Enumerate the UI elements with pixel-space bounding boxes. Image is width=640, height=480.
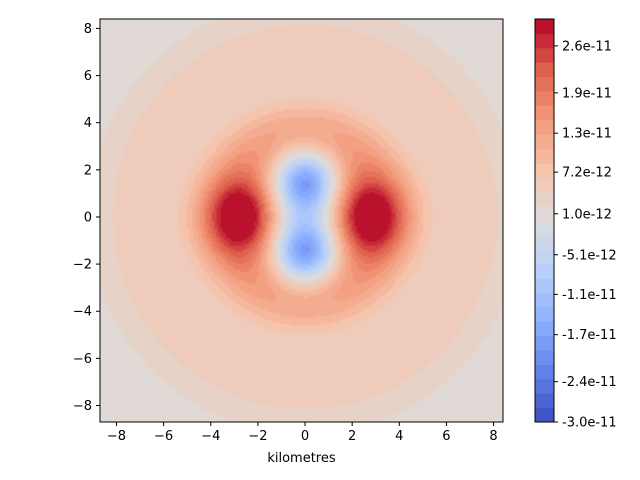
colorbar-band: [535, 263, 554, 279]
y-tick-label: 6: [84, 69, 92, 84]
y-tick-label: 8: [84, 22, 92, 37]
y-tick-label: 2: [84, 163, 92, 178]
x-axis-label: kilometres: [267, 451, 336, 466]
colorbar-ticks: -3.0e-11 -2.4e-11 -1.7e-11 -1.1e-11 -5.1e-12…: [554, 39, 617, 431]
x-tick-label: 8: [489, 429, 497, 444]
colorbar-band: [535, 220, 554, 236]
contour-plot-area: [99, 18, 504, 423]
colorbar-band: [535, 350, 554, 365]
colorbar-band: [535, 191, 554, 207]
x-tick-label: −8: [107, 429, 126, 444]
x-tick-label: 6: [442, 429, 450, 444]
y-tick-label: −6: [73, 352, 92, 367]
y-tick-label: 4: [84, 116, 92, 131]
colorbar-band: [535, 393, 554, 409]
colorbar-band: [535, 378, 554, 394]
colorbar-band: [535, 134, 554, 150]
colorbar-band: [535, 90, 554, 106]
colorbar-band: [535, 206, 554, 221]
colorbar-band: [535, 62, 554, 78]
colorbar-band: [535, 119, 554, 135]
colorbar-tick-label: 1.3e-11: [562, 127, 612, 142]
colorbar-band: [535, 76, 554, 92]
colorbar-band: [535, 278, 554, 293]
colorbar-band: [535, 407, 554, 423]
colorbar-tick-label: -1.1e-11: [562, 288, 617, 303]
x-tick-label: −6: [154, 429, 173, 444]
colorbar-band: [535, 321, 554, 337]
colorbar-tick-label: 7.2e-12: [562, 166, 612, 181]
colorbar-tick-label: 2.6e-11: [562, 39, 612, 54]
colorbar: -3.0e-11 -2.4e-11 -1.7e-11 -1.1e-11 -5.1e-12…: [534, 18, 617, 431]
colorbar-band: [535, 292, 554, 308]
y-tick-label: −4: [73, 305, 92, 320]
x-tick-label: −4: [201, 429, 220, 444]
colorbar-frame: [534, 18, 555, 423]
colorbar-band: [535, 335, 554, 351]
colorbar-band: [535, 177, 554, 193]
x-tick-label: 4: [395, 429, 403, 444]
x-axis: −8 −6 −4 −2 0 2 4 6 8: [107, 422, 498, 444]
colorbar-band: [535, 105, 554, 121]
y-tick-label: −2: [73, 258, 92, 273]
y-axis: −8 −6 −4 −2 0 2 4 6 8: [73, 22, 100, 414]
colorbar-band: [535, 162, 554, 178]
colorbar-band: [535, 33, 554, 49]
colorbar-tick-label: 1.0e-12: [562, 207, 612, 222]
colorbar-tick-label: -3.0e-11: [562, 416, 617, 431]
y-tick-label: −8: [73, 399, 92, 414]
colorbar-tick-label: -1.7e-11: [562, 328, 617, 343]
colorbar-tick-label: 1.9e-11: [562, 86, 612, 101]
colorbar-band: [535, 306, 554, 322]
colorbar-bands: [535, 19, 554, 423]
colorbar-tick-label: -5.1e-12: [562, 248, 617, 263]
colorbar-band: [535, 47, 554, 63]
colorbar-tick-label: -2.4e-11: [562, 375, 617, 390]
contour-field: [100, 19, 503, 422]
colorbar-band: [535, 19, 554, 34]
y-tick-label: 0: [84, 210, 92, 225]
plot-frame: [99, 18, 504, 423]
colorbar-band: [535, 148, 554, 164]
x-tick-label: −2: [248, 429, 267, 444]
colorbar-band: [535, 364, 554, 380]
colorbar-band: [535, 234, 554, 250]
colorbar-band: [535, 249, 554, 265]
x-tick-label: 2: [348, 429, 356, 444]
x-tick-label: 0: [301, 429, 309, 444]
